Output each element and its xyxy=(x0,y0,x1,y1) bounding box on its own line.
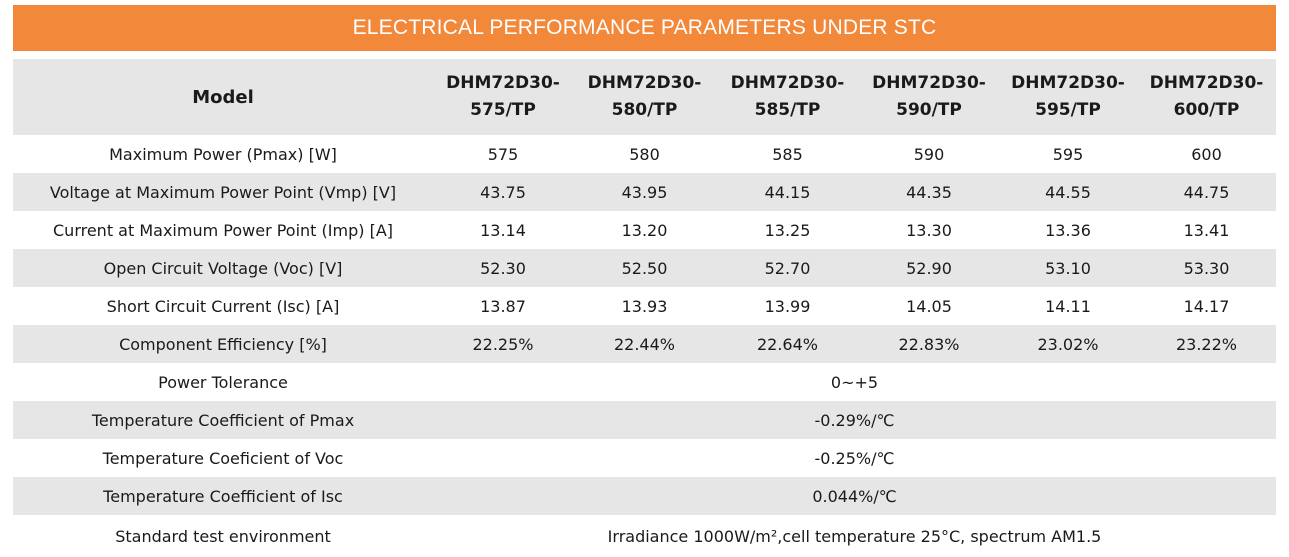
cell-value: 22.64% xyxy=(716,325,859,363)
table-row-temp-coeff-voc: Temperature Coeficient of Voc -0.25%/℃ xyxy=(13,439,1276,477)
model-header: Model xyxy=(13,59,433,135)
cell-value: 44.35 xyxy=(859,173,999,211)
row-label: Temperature Coefficient of Pmax xyxy=(13,401,433,439)
cell-value: 595 xyxy=(1052,144,1084,164)
model-column-header: DHM72D30- 585/TP xyxy=(716,59,859,135)
cell-value: 14.17 xyxy=(1183,296,1230,316)
cell-value: 14.05 xyxy=(906,296,952,316)
cell-value: 52.50 xyxy=(573,249,716,287)
cell-value: 0~+5 xyxy=(830,372,879,392)
cell-value: 52.90 xyxy=(859,249,999,287)
cell-value: 13.93 xyxy=(621,296,668,316)
cell-value: 575 xyxy=(487,144,519,164)
cell-value: 13.14 xyxy=(480,220,526,240)
row-label: Power Tolerance xyxy=(158,372,288,392)
row-label: Standard test environment xyxy=(115,526,331,546)
cell-value: 13.87 xyxy=(480,296,526,316)
table-row-test-environment: Standard test environment Irradiance 100… xyxy=(13,515,1276,557)
table-row-temp-coeff-pmax: Temperature Coefficient of Pmax -0.29%/℃ xyxy=(13,401,1276,439)
table-row-isc: Short Circuit Current (Isc) [A] 13.87 13… xyxy=(13,287,1276,325)
model-column-header: DHM72D30- 575/TP xyxy=(433,59,573,135)
cell-value: 43.95 xyxy=(573,173,716,211)
cell-value: 22.25% xyxy=(433,325,573,363)
table-row-efficiency: Component Efficiency [%] 22.25% 22.44% 2… xyxy=(13,325,1276,363)
table-row-temp-coeff-isc: Temperature Coefficient of Isc 0.044%/℃ xyxy=(13,477,1276,515)
cell-value: 43.75 xyxy=(433,173,573,211)
cell-value: 13.41 xyxy=(1183,220,1230,240)
cell-value: 23.22% xyxy=(1137,325,1276,363)
row-label: Current at Maximum Power Point (Imp) [A] xyxy=(53,220,393,240)
table-row-max-power: Maximum Power (Pmax) [W] 575 580 585 590… xyxy=(13,135,1276,173)
table-title-banner: ELECTRICAL PERFORMANCE PARAMETERS UNDER … xyxy=(13,5,1276,51)
spec-table: Model DHM72D30- 575/TP DHM72D30- 580/TP DH… xyxy=(13,59,1276,557)
table-row-imp: Current at Maximum Power Point (Imp) [A]… xyxy=(13,211,1276,249)
cell-value: 13.36 xyxy=(1045,220,1091,240)
table-row-vmp: Voltage at Maximum Power Point (Vmp) [V]… xyxy=(13,173,1276,211)
row-label: Voltage at Maximum Power Point (Vmp) [V] xyxy=(13,173,433,211)
cell-value: 0.044%/℃ xyxy=(433,477,1276,515)
cell-value: 580 xyxy=(629,144,660,164)
table-title: ELECTRICAL PERFORMANCE PARAMETERS UNDER … xyxy=(352,16,937,39)
cell-value: 52.70 xyxy=(716,249,859,287)
cell-value: 53.10 xyxy=(999,249,1137,287)
cell-value: 590 xyxy=(913,144,945,164)
cell-value: 22.83% xyxy=(859,325,999,363)
cell-value: 13.30 xyxy=(906,220,952,240)
cell-value: 13.99 xyxy=(764,296,811,316)
cell-value: 13.25 xyxy=(764,220,811,240)
row-label: Short Circuit Current (Isc) [A] xyxy=(106,296,340,316)
table-header-row: Model DHM72D30- 575/TP DHM72D30- 580/TP DH… xyxy=(13,59,1276,135)
row-label: Open Circuit Voltage (Voc) [V] xyxy=(13,249,433,287)
cell-value: 44.55 xyxy=(999,173,1137,211)
table-row-voc: Open Circuit Voltage (Voc) [V] 52.30 52.… xyxy=(13,249,1276,287)
cell-value: 22.44% xyxy=(573,325,716,363)
model-column-header: DHM72D30- 595/TP xyxy=(999,59,1137,135)
cell-value: 23.02% xyxy=(999,325,1137,363)
cell-value: 600 xyxy=(1191,144,1222,164)
cell-value: -0.25%/℃ xyxy=(814,448,895,468)
table-row-power-tolerance: Power Tolerance 0~+5 xyxy=(13,363,1276,401)
cell-value: 13.20 xyxy=(621,220,668,240)
row-label: Maximum Power (Pmax) [W] xyxy=(109,144,337,164)
cell-value: -0.29%/℃ xyxy=(433,401,1276,439)
cell-value: 52.30 xyxy=(433,249,573,287)
row-label: Component Efficiency [%] xyxy=(13,325,433,363)
cell-value: 14.11 xyxy=(1045,296,1091,316)
model-column-header: DHM72D30- 590/TP xyxy=(859,59,999,135)
cell-value: 53.30 xyxy=(1137,249,1276,287)
cell-value: 44.15 xyxy=(716,173,859,211)
cell-value: 585 xyxy=(772,144,803,164)
cell-value: 44.75 xyxy=(1137,173,1276,211)
cell-value: Irradiance 1000W/m²,cell temperature 25°… xyxy=(607,526,1102,546)
row-label: Temperature Coefficient of Isc xyxy=(13,477,433,515)
model-column-header: DHM72D30- 580/TP xyxy=(573,59,716,135)
model-column-header: DHM72D30- 600/TP xyxy=(1137,59,1276,135)
row-label: Temperature Coeficient of Voc xyxy=(102,448,344,468)
